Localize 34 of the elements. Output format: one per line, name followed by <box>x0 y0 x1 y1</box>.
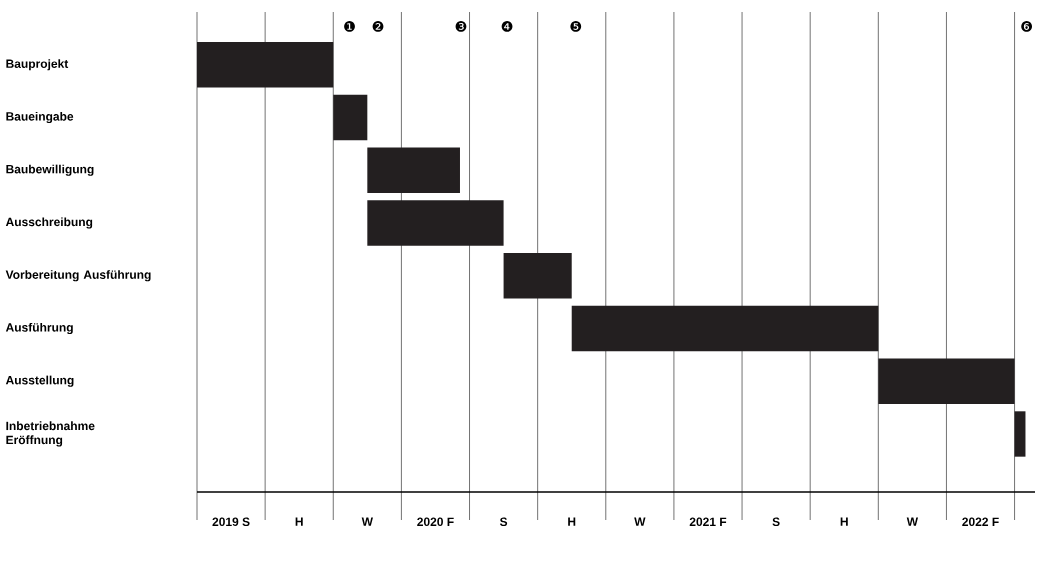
x-tick-label: 2019 S <box>212 517 250 527</box>
y-tick-label: Ausstellung <box>5 375 74 387</box>
x-tick-label: W <box>634 517 646 526</box>
bar <box>333 94 368 141</box>
x-tick-label: H <box>568 517 576 526</box>
annotation: ❻ <box>1021 21 1033 32</box>
y-tick-label: Ausschreibung <box>5 217 93 229</box>
bar <box>503 253 572 299</box>
annotation: ❶ <box>344 21 355 32</box>
y-tick-label: Baueingabe <box>6 111 74 124</box>
annotation: ❸ <box>455 21 467 32</box>
annotation: ❹ <box>501 21 513 32</box>
y-tick-label: Bauprojekt <box>6 59 69 71</box>
x-tick-label: H <box>840 517 848 526</box>
y-tick-label: Vorbereitung Ausführung <box>5 270 151 282</box>
annotation: ❷ <box>372 21 384 32</box>
annotation: ❺ <box>570 21 582 32</box>
x-tick-label: 2021 F <box>689 517 727 527</box>
y-tick-label: Baubewilligung <box>6 164 94 176</box>
x-tick-label: 2022 F <box>962 517 999 527</box>
x-tick-label: S <box>499 517 508 527</box>
x-tick-label: 2020 F <box>417 517 454 527</box>
x-tick-label: S <box>772 517 780 527</box>
bar <box>878 358 1015 404</box>
bar <box>571 305 879 352</box>
x-tick-label: W <box>361 517 373 526</box>
bar <box>197 42 334 88</box>
x-tick-label: W <box>906 517 919 526</box>
bar <box>367 200 504 246</box>
bar <box>1014 411 1026 457</box>
y-tick-label: Inbetriebnahme Eröffnung <box>6 421 95 447</box>
x-tick-label: H <box>295 517 303 526</box>
bar <box>367 147 460 193</box>
y-tick-label: Ausführung <box>5 322 73 335</box>
